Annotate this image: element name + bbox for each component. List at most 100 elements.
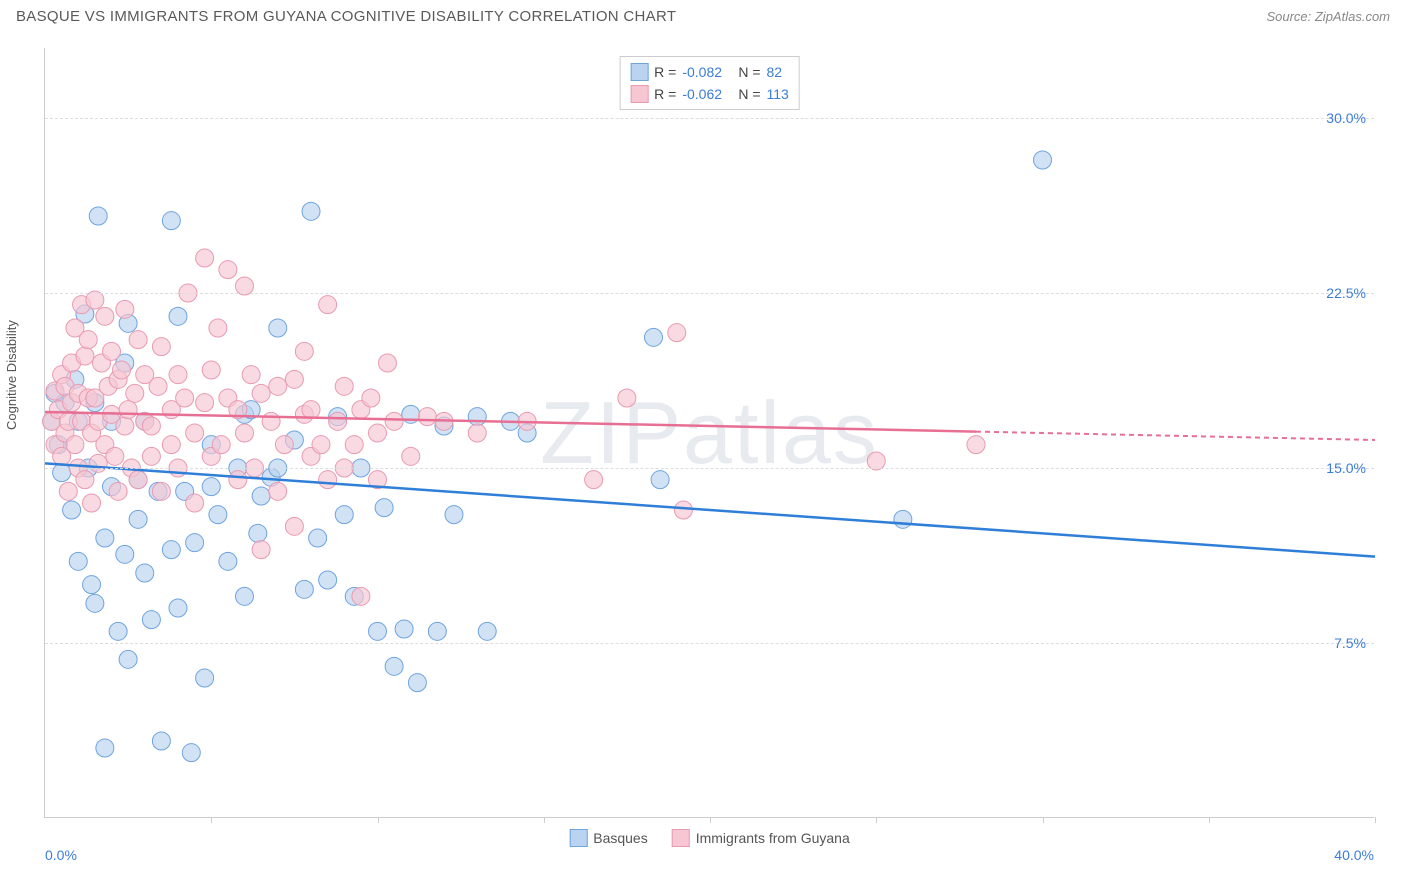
data-point	[176, 389, 194, 407]
data-point	[152, 482, 170, 500]
data-point	[385, 657, 403, 675]
data-point	[196, 249, 214, 267]
x-tick	[378, 817, 379, 823]
data-point	[395, 620, 413, 638]
data-point	[129, 510, 147, 528]
x-tick	[876, 817, 877, 823]
data-point	[468, 424, 486, 442]
y-tick-label: 22.5%	[1326, 285, 1366, 301]
x-tick	[211, 817, 212, 823]
x-tick	[1043, 817, 1044, 823]
data-point	[269, 319, 287, 337]
data-point	[252, 541, 270, 559]
data-point	[375, 499, 393, 517]
data-point	[408, 674, 426, 692]
data-point	[369, 622, 387, 640]
x-tick	[1209, 817, 1210, 823]
swatch-guyana	[630, 85, 648, 103]
data-point	[651, 471, 669, 489]
data-point	[369, 424, 387, 442]
data-point	[302, 401, 320, 419]
data-point	[169, 599, 187, 617]
data-point	[345, 436, 363, 454]
data-point	[385, 412, 403, 430]
data-point	[269, 377, 287, 395]
x-tick	[544, 817, 545, 823]
r-value-basques: -0.082	[682, 61, 732, 83]
data-point	[418, 408, 436, 426]
data-point	[967, 436, 985, 454]
r-label: R =	[654, 61, 676, 83]
data-point	[252, 487, 270, 505]
data-point	[59, 482, 77, 500]
data-point	[202, 478, 220, 496]
trend-line	[45, 463, 1375, 556]
x-tick	[710, 817, 711, 823]
data-point	[53, 464, 71, 482]
data-point	[285, 370, 303, 388]
data-point	[202, 361, 220, 379]
data-point	[89, 454, 107, 472]
data-point	[252, 384, 270, 402]
data-point	[212, 436, 230, 454]
data-point	[269, 482, 287, 500]
data-point	[302, 202, 320, 220]
data-point	[275, 436, 293, 454]
legend-label-basques: Basques	[593, 830, 647, 846]
data-point	[119, 650, 137, 668]
data-point	[89, 207, 107, 225]
data-point	[312, 436, 330, 454]
data-point	[162, 541, 180, 559]
data-point	[402, 447, 420, 465]
legend-item-guyana: Immigrants from Guyana	[672, 829, 850, 847]
data-point	[149, 377, 167, 395]
data-point	[162, 212, 180, 230]
data-point	[644, 328, 662, 346]
stats-row-guyana: R = -0.062 N = 113	[630, 83, 789, 105]
data-point	[285, 517, 303, 535]
data-point	[186, 494, 204, 512]
data-point	[152, 732, 170, 750]
grid-line	[45, 118, 1374, 119]
data-point	[169, 307, 187, 325]
data-point	[209, 506, 227, 524]
data-point	[186, 424, 204, 442]
grid-line	[45, 293, 1374, 294]
data-point	[106, 447, 124, 465]
data-point	[103, 342, 121, 360]
n-label: N =	[738, 83, 760, 105]
x-axis-min-label: 0.0%	[45, 847, 77, 863]
y-axis-label: Cognitive Disability	[4, 320, 19, 430]
data-point	[585, 471, 603, 489]
stats-legend-box: R = -0.082 N = 82 R = -0.062 N = 113	[619, 56, 800, 110]
data-point	[319, 571, 337, 589]
grid-line	[45, 643, 1374, 644]
data-point	[219, 552, 237, 570]
data-point	[182, 744, 200, 762]
source-attribution: Source: ZipAtlas.com	[1266, 9, 1390, 24]
data-point	[229, 471, 247, 489]
data-point	[76, 347, 94, 365]
data-point	[96, 739, 114, 757]
swatch-basques	[630, 63, 648, 81]
stats-row-basques: R = -0.082 N = 82	[630, 61, 789, 83]
data-point	[445, 506, 463, 524]
data-point	[86, 594, 104, 612]
data-point	[66, 436, 84, 454]
data-point	[162, 436, 180, 454]
x-axis-max-label: 40.0%	[1334, 847, 1374, 863]
y-tick-label: 7.5%	[1334, 635, 1366, 651]
grid-line	[45, 468, 1374, 469]
trend-line-dashed	[976, 432, 1375, 440]
data-point	[468, 408, 486, 426]
data-point	[129, 331, 147, 349]
legend-swatch-basques	[569, 829, 587, 847]
data-point	[362, 389, 380, 407]
data-point	[126, 384, 144, 402]
r-value-guyana: -0.062	[682, 83, 732, 105]
y-tick-label: 30.0%	[1326, 110, 1366, 126]
data-point	[116, 417, 134, 435]
data-point	[335, 377, 353, 395]
data-point	[109, 622, 127, 640]
data-point	[335, 506, 353, 524]
